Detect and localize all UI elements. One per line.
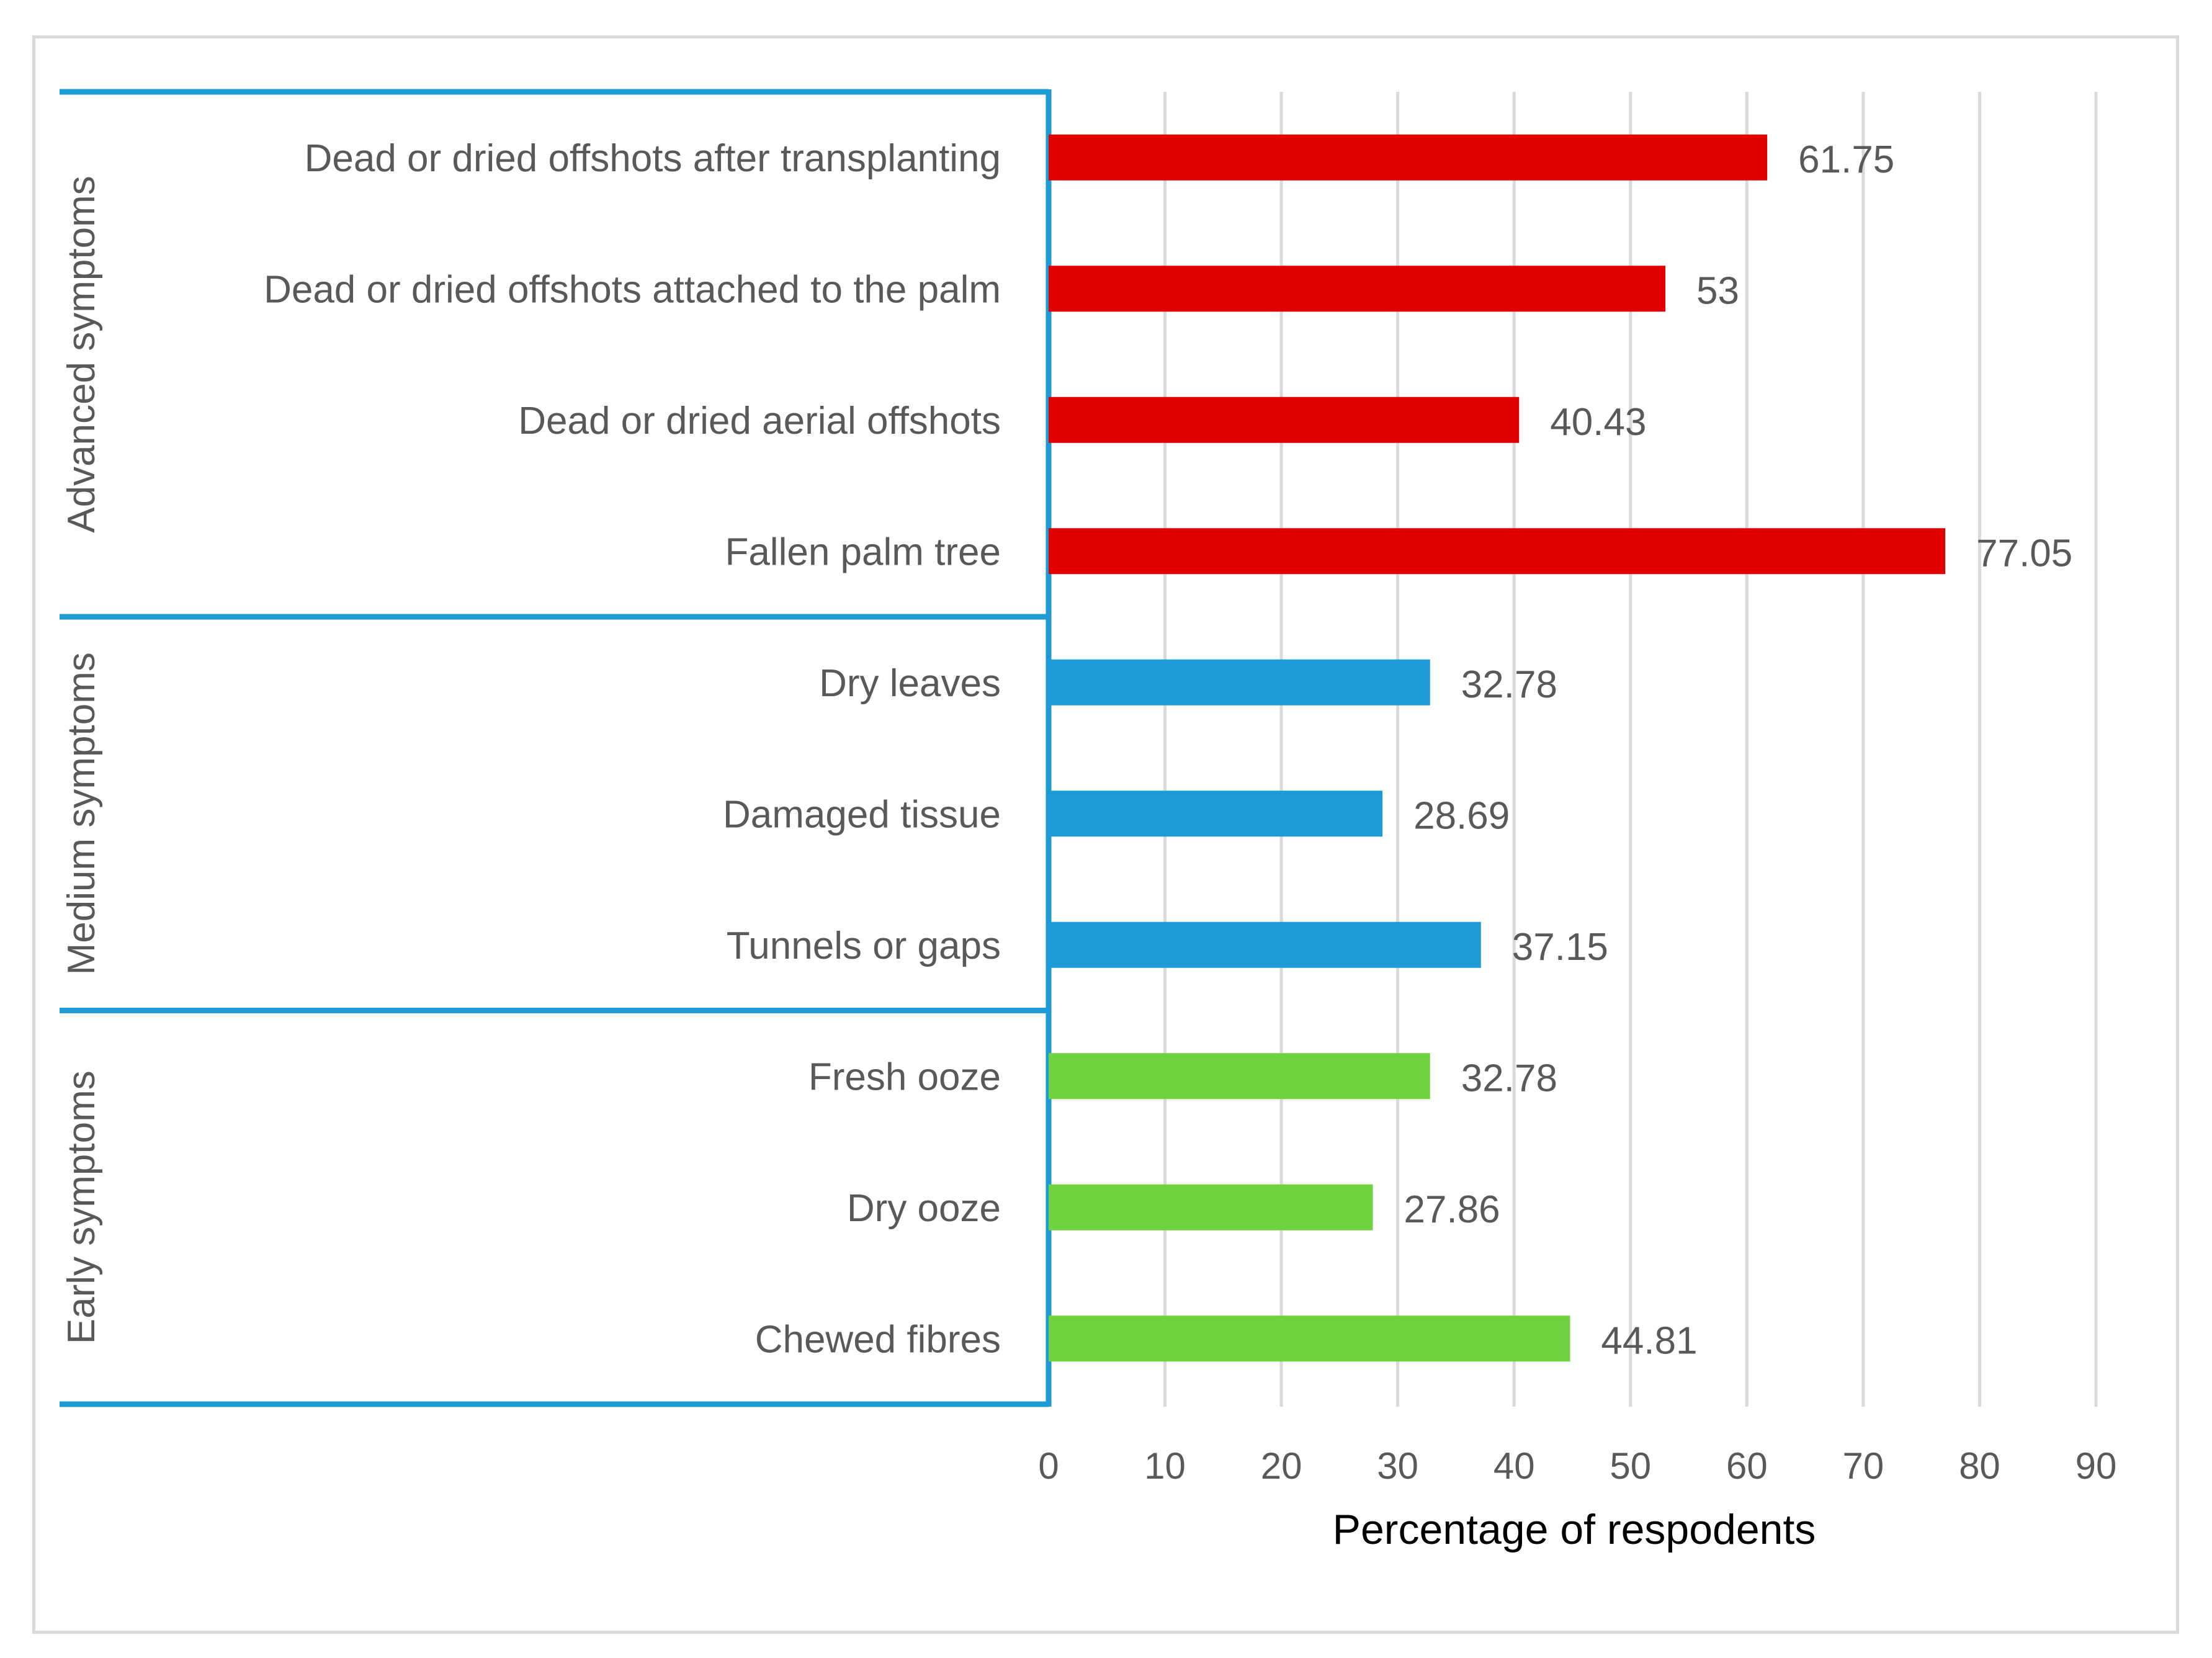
x-tick-label: 0 xyxy=(1038,1445,1059,1487)
bar xyxy=(1049,1184,1373,1230)
category-label: Fallen palm tree xyxy=(725,531,1001,573)
category-label: Damaged tissue xyxy=(723,793,1001,836)
bar xyxy=(1049,1315,1570,1362)
bar xyxy=(1049,134,1768,181)
bar xyxy=(1049,659,1430,706)
x-axis-title: Percentage of respodents xyxy=(1333,1506,1816,1553)
bar xyxy=(1049,266,1666,312)
group-label: Early symptoms xyxy=(60,1070,103,1344)
group-label: Advanced symptoms xyxy=(60,176,103,532)
category-label: Chewed fibres xyxy=(755,1318,1001,1361)
bar xyxy=(1049,397,1520,443)
x-tick-label: 60 xyxy=(1726,1445,1768,1487)
bars xyxy=(1049,134,1946,1362)
bar xyxy=(1049,791,1383,837)
value-label: 44.81 xyxy=(1601,1319,1697,1362)
category-label: Dead or dried offshots attached to the p… xyxy=(264,268,1001,311)
group-labels: Advanced symptoms Medium symptoms Early sy… xyxy=(60,176,103,1344)
value-label: 77.05 xyxy=(1976,532,2072,575)
value-label: 32.78 xyxy=(1461,1057,1557,1100)
value-label: 37.15 xyxy=(1512,926,1608,969)
x-tick-label: 50 xyxy=(1610,1445,1651,1487)
category-label: Dry leaves xyxy=(819,662,1001,705)
category-label: Dry ooze xyxy=(847,1187,1001,1230)
group-label: Medium symptoms xyxy=(60,652,103,975)
value-label: 32.78 xyxy=(1461,663,1557,706)
value-label: 61.75 xyxy=(1798,138,1894,181)
category-label: Dead or dried offshots after transplanti… xyxy=(305,137,1001,180)
x-tick-label: 90 xyxy=(2075,1445,2117,1487)
bar xyxy=(1049,528,1946,575)
bar xyxy=(1049,1053,1430,1100)
value-label: 27.86 xyxy=(1404,1188,1500,1231)
x-tick-label: 10 xyxy=(1144,1445,1186,1487)
x-tick-label: 70 xyxy=(1843,1445,1884,1487)
category-labels: Dead or dried offshots after transplanti… xyxy=(264,137,1001,1361)
x-tick-label: 20 xyxy=(1261,1445,1302,1487)
x-tick-labels: 0 10 20 30 40 50 60 70 80 90 xyxy=(1038,1445,2116,1487)
x-tick-label: 40 xyxy=(1493,1445,1535,1487)
value-label: 40.43 xyxy=(1550,401,1646,444)
x-tick-label: 30 xyxy=(1377,1445,1418,1487)
value-label: 53 xyxy=(1696,269,1739,312)
x-tick-label: 80 xyxy=(1959,1445,2000,1487)
value-label: 28.69 xyxy=(1413,794,1510,837)
bar xyxy=(1049,921,1481,968)
value-labels: 61.75 53 40.43 77.05 32.78 28.69 37.15 32.78 27.… xyxy=(1404,138,2073,1363)
category-label: Fresh ooze xyxy=(808,1055,1001,1098)
category-label: Tunnels or gaps xyxy=(727,925,1001,967)
category-label: Dead or dried aerial offshots xyxy=(518,400,1001,442)
